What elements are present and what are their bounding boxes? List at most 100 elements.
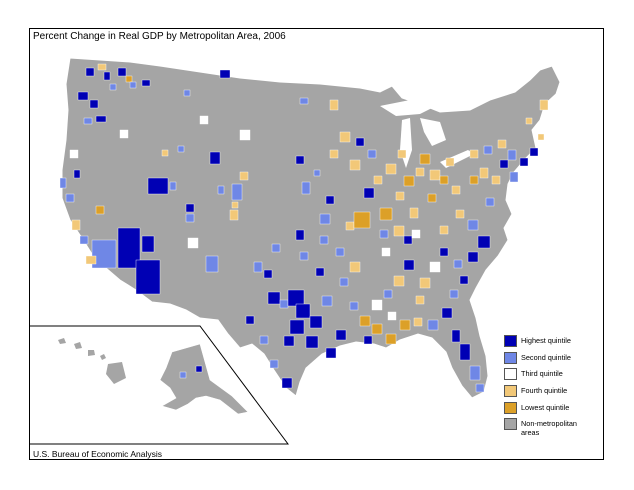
metro-area-q1 — [403, 259, 415, 271]
metro-area-q1 — [103, 71, 111, 81]
metro-area-q1 — [459, 275, 469, 285]
legend-label-second: Second quintile — [521, 352, 571, 362]
metro-area-q2 — [383, 289, 393, 299]
metro-area-q1 — [85, 67, 95, 77]
metro-area-q4 — [539, 99, 549, 111]
metro-area-q4 — [349, 261, 361, 273]
metro-area-q3 — [371, 299, 383, 311]
metro-areas-layer — [59, 63, 549, 393]
legend-item-q4: Fourth quintile — [504, 384, 600, 401]
metro-area-q4 — [345, 221, 355, 231]
metro-area-q5 — [125, 75, 133, 83]
metro-area-q4 — [479, 167, 489, 179]
metro-area-q2 — [59, 177, 67, 189]
legend-swatch-second — [504, 351, 517, 364]
metro-area-q1 — [219, 69, 231, 79]
metro-area-q4 — [329, 99, 339, 111]
legend-item-non-metro: Non-metropolitan areas — [504, 417, 600, 445]
metro-area-q1 — [459, 343, 471, 361]
metro-area-q5 — [419, 153, 431, 165]
metro-area-q4 — [445, 157, 455, 167]
metro-area-q4 — [231, 201, 239, 209]
metro-area-q1 — [363, 335, 373, 345]
map-title: Percent Change in Real GDP by Metropolit… — [33, 31, 286, 42]
metro-area-q1 — [295, 155, 305, 165]
metro-area-q1 — [335, 329, 347, 341]
metro-area-q1 — [305, 335, 319, 349]
metro-area-q4 — [393, 275, 405, 287]
metro-area-q2 — [427, 319, 439, 331]
metro-area-q4 — [239, 171, 249, 181]
metro-area-q3 — [429, 261, 441, 273]
metro-area-q4 — [419, 277, 431, 289]
metro-area-q1 — [477, 235, 491, 249]
metro-area-q2 — [83, 117, 93, 125]
metro-area-q1 — [283, 335, 295, 347]
legend-label-lowest: Lowest quintile — [521, 402, 570, 412]
metro-area-q1 — [355, 137, 365, 147]
metro-area-q2 — [179, 371, 187, 379]
metro-area-q1 — [185, 203, 195, 213]
inset-box — [30, 325, 289, 445]
metro-area-q1 — [141, 79, 151, 87]
metro-area-q1 — [325, 347, 337, 359]
metro-area-q2 — [469, 365, 481, 381]
metro-area-q1 — [451, 329, 461, 343]
metro-area-q2 — [253, 261, 263, 273]
metro-area-q2 — [299, 251, 309, 261]
metro-area-q3 — [411, 229, 421, 239]
metro-area-q5 — [427, 193, 437, 203]
metro-area-q5 — [379, 207, 393, 221]
metro-area-q4 — [85, 255, 97, 265]
metro-area-q5 — [95, 205, 105, 215]
metro-area-q1 — [245, 315, 255, 325]
legend-swatch-fourth — [504, 385, 517, 398]
metro-area-q3 — [69, 149, 79, 159]
metro-area-q1 — [309, 315, 323, 329]
metro-area-q4 — [491, 175, 501, 185]
metro-area-q2 — [205, 255, 219, 273]
metro-area-q1 — [403, 235, 413, 245]
metro-area-q1 — [89, 99, 99, 109]
metro-area-q2 — [79, 235, 89, 245]
metro-area-q1 — [287, 289, 305, 307]
metro-area-q2 — [475, 383, 485, 393]
legend-label-highest: Highest quintile — [521, 336, 571, 345]
metro-area-q1 — [209, 151, 221, 165]
metro-area-q1 — [267, 291, 281, 305]
metro-area-q2 — [483, 145, 493, 155]
metro-area-q2 — [313, 169, 321, 177]
metro-area-q5 — [359, 315, 371, 327]
lake-superior — [380, 100, 432, 116]
source-note: U.S. Bureau of Economic Analysis — [33, 449, 162, 459]
metro-area-q2 — [367, 149, 377, 159]
metro-area-q2 — [485, 197, 495, 207]
legend-label-fourth: Fourth quintile — [521, 386, 568, 396]
metro-area-q5 — [439, 175, 449, 185]
metro-area-q2 — [279, 299, 289, 309]
metro-area-q5 — [371, 323, 383, 335]
metro-area-q4 — [469, 149, 479, 159]
metro-area-q5 — [399, 319, 411, 331]
metro-area-q2 — [507, 149, 517, 161]
metro-area-q5 — [403, 175, 415, 187]
metro-area-q1 — [467, 251, 479, 263]
metro-area-q2 — [467, 219, 479, 231]
metro-area-q1 — [295, 303, 311, 319]
metro-area-q2 — [509, 171, 519, 183]
metro-area-q3 — [119, 129, 129, 139]
metro-area-q1 — [289, 319, 305, 335]
metro-area-q4 — [415, 295, 425, 305]
metro-area-q2 — [185, 213, 195, 223]
metro-area-q4 — [397, 149, 407, 159]
metro-area-q2 — [231, 183, 243, 201]
metro-area-q1 — [295, 229, 305, 241]
metro-area-q1 — [529, 147, 539, 157]
metro-area-q2 — [301, 181, 311, 195]
metro-area-q2 — [319, 235, 329, 245]
metro-area-q1 — [281, 377, 293, 389]
legend-item-q3: Third quintile — [504, 367, 600, 384]
metro-area-q1 — [95, 115, 107, 123]
metro-area-q1 — [147, 177, 169, 195]
metro-area-q4 — [373, 175, 383, 185]
